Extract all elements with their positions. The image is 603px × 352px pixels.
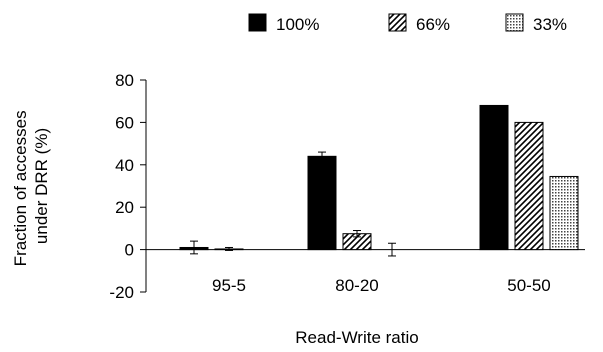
legend-swatch: [248, 13, 267, 32]
x-axis-title: Read-Write ratio: [295, 328, 418, 347]
bar: [514, 121, 544, 251]
y-tick-label: 60: [115, 113, 134, 132]
category-labels: 95-5 80-20 50-50: [212, 276, 551, 295]
bar: [307, 155, 337, 251]
legend-label: 66%: [416, 15, 450, 34]
y-axis-title-line-1: Fraction of accesses: [11, 110, 30, 266]
y-axis-title-line-2: under DRR (%): [32, 128, 51, 244]
category-label: 95-5: [212, 276, 246, 295]
y-axis-title: Fraction of accesses under DRR (%): [11, 106, 51, 267]
y-tick-label: 0: [125, 241, 134, 260]
category-label: 50-50: [507, 276, 550, 295]
y-tick-label: -20: [109, 283, 134, 302]
legend: 100% 66% 33%: [248, 13, 567, 34]
y-tick-label: 80: [115, 71, 134, 90]
bar: [479, 104, 509, 251]
y-tick-label: 20: [115, 198, 134, 217]
category-label: 80-20: [335, 276, 378, 295]
y-ticks: -20 0 20 40 60 80: [109, 71, 146, 302]
y-tick-label: 40: [115, 156, 134, 175]
legend-label: 100%: [276, 15, 319, 34]
bar: [549, 175, 579, 251]
error-bars: [190, 151, 396, 257]
legend-swatch: [388, 13, 407, 32]
legend-label: 33%: [533, 15, 567, 34]
legend-swatch: [505, 13, 524, 32]
bars: [179, 104, 579, 251]
